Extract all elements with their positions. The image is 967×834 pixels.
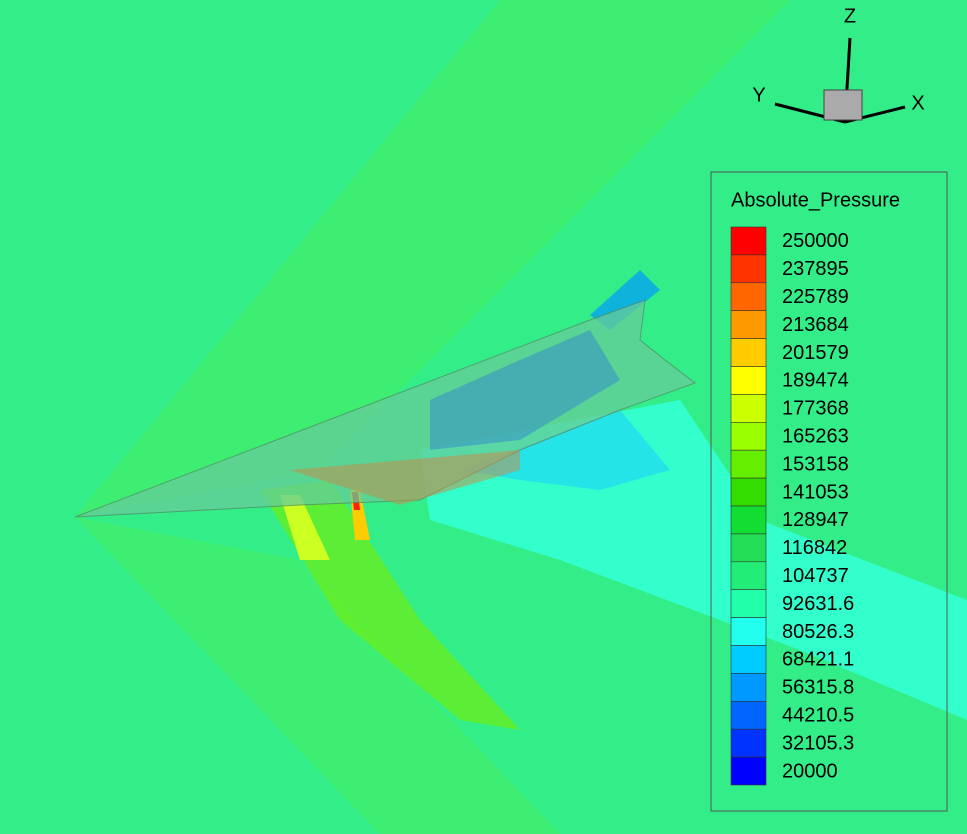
legend-title: Absolute_Pressure [731,189,900,211]
legend-label: 153158 [782,453,849,475]
legend-label: 128947 [782,509,849,531]
legend-swatch [730,561,767,590]
legend-swatch [730,589,767,618]
legend-swatch [730,533,767,563]
legend-label: 250000 [782,230,849,252]
legend-swatch [730,477,767,507]
legend-label: 225789 [782,286,849,308]
legend-label: 20000 [782,760,838,782]
legend-swatch [730,645,767,674]
legend-frame [710,171,948,812]
legend-label: 201579 [782,342,849,364]
legend-swatch [730,310,767,339]
legend-swatch [730,226,767,256]
shock-lower [75,517,560,834]
legend-label: 44210.5 [782,705,854,727]
compression-core [280,495,330,560]
triad-cube [823,89,863,121]
legend-swatch [730,700,767,730]
legend-label: 80526.3 [782,621,854,643]
triad-label-x: X [911,92,924,114]
legend-swatch [730,449,767,479]
legend-swatch [730,756,767,786]
legend-swatch [730,505,767,535]
legend-swatch [730,254,767,284]
legend-label: 165263 [782,426,849,448]
triad-label-y: Y [752,84,765,106]
shock-upper [75,0,790,517]
legend: Absolute_Pressure 250000 237895 225789 2136… [710,171,948,812]
triad-label-z: Z [844,5,856,27]
legend-label: 141053 [782,481,849,503]
legend-label: 213684 [782,314,849,336]
aircraft-fin [430,330,620,450]
legend-label: 237895 [782,258,849,280]
legend-label: 32105.3 [782,732,854,754]
legend-label: 92631.6 [782,593,854,615]
legend-label: 116842 [782,537,847,559]
legend-label: 177368 [782,398,849,420]
legend-swatch [730,728,767,758]
legend-label: 68421.1 [782,649,854,671]
compression-lobe [260,480,520,730]
legend-swatch [730,338,767,367]
legend-swatch [730,617,767,646]
legend-swatch [730,673,767,702]
legend-swatch [730,282,767,311]
aircraft-underside [290,450,520,505]
legend-swatch [730,366,767,395]
legend-swatch [730,394,767,423]
legend-swatch [730,421,767,451]
legend-label: 56315.8 [782,677,854,699]
legend-label: 104737 [782,565,849,587]
legend-label: 189474 [782,370,849,392]
